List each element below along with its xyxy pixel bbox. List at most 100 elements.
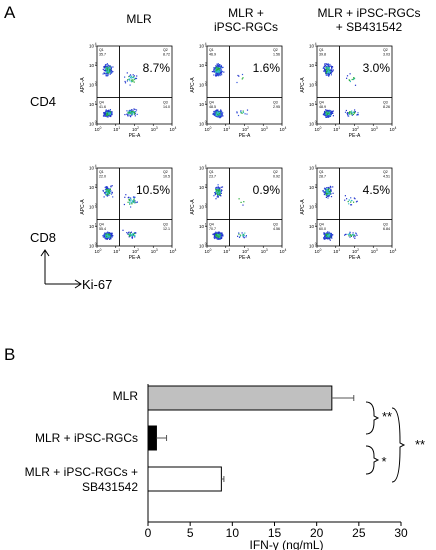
event-dot xyxy=(325,113,327,115)
event-dot xyxy=(325,113,327,115)
event-dot xyxy=(240,112,242,114)
event-dot xyxy=(131,109,133,111)
x-tick-label: 10 xyxy=(113,249,119,254)
event-dot xyxy=(220,237,222,240)
event-dot xyxy=(332,234,334,236)
event-dot xyxy=(215,231,217,233)
x-tick-label: 30 xyxy=(394,526,408,540)
event-dot xyxy=(325,115,327,117)
y-tick-label: 10 xyxy=(199,244,205,249)
event-dot xyxy=(220,189,222,191)
quadrant-value-q1: 35.7 xyxy=(99,53,106,57)
event-dot xyxy=(129,235,131,237)
event-dot xyxy=(129,74,132,76)
event-dot xyxy=(106,236,108,238)
event-dot xyxy=(131,79,133,81)
x-tick-label: 10 xyxy=(226,526,240,540)
y-tick-exponent: 4 xyxy=(95,164,97,168)
event-dot xyxy=(219,114,221,116)
event-dot xyxy=(219,236,221,238)
event-dot xyxy=(220,70,222,72)
event-dot xyxy=(218,112,220,114)
event-dot xyxy=(353,111,355,113)
event-dot xyxy=(130,116,132,118)
y-tick-label: 10 xyxy=(199,185,205,190)
event-dot xyxy=(216,193,219,195)
event-dot xyxy=(328,195,330,197)
x-tick-exponent: 2 xyxy=(137,248,139,252)
event-dot xyxy=(130,111,133,113)
event-dot xyxy=(323,232,325,234)
event-dot xyxy=(109,113,112,115)
event-dot xyxy=(127,201,129,203)
x-axis-name: PE-A xyxy=(239,255,251,261)
q2-percentage: 10.5% xyxy=(136,183,170,197)
event-dot xyxy=(330,113,332,115)
column-header-mlr: MLR xyxy=(126,12,152,26)
event-dot xyxy=(108,109,110,111)
y-tick-exponent: 4 xyxy=(205,164,207,168)
event-dot xyxy=(328,237,330,239)
event-dot xyxy=(215,109,218,111)
event-dot xyxy=(243,201,245,203)
event-dot xyxy=(329,235,331,237)
x-tick-exponent: 1 xyxy=(118,126,120,130)
event-dot xyxy=(217,114,219,116)
y-tick-label: 10 xyxy=(89,63,95,68)
event-dot xyxy=(220,66,222,68)
event-dot xyxy=(132,111,134,113)
event-dot xyxy=(212,113,214,115)
event-dot xyxy=(103,192,106,194)
event-dot xyxy=(219,234,221,236)
event-dot xyxy=(219,72,222,74)
event-dot xyxy=(221,74,223,76)
event-dot xyxy=(217,193,219,195)
event-dot xyxy=(131,237,133,239)
event-dot xyxy=(326,188,328,190)
event-dot xyxy=(325,69,327,71)
event-dot xyxy=(331,67,333,69)
event-dot xyxy=(134,108,136,111)
event-dot xyxy=(214,111,216,113)
arrow-label-cd8: CD8 xyxy=(30,230,57,245)
quadrant-value-q4: 41.6 xyxy=(99,105,106,109)
event-dot xyxy=(108,236,111,238)
event-dot xyxy=(131,112,133,114)
x-tick-exponent: 1 xyxy=(338,126,340,130)
event-dot xyxy=(105,109,107,111)
event-dot xyxy=(136,113,138,115)
event-dot xyxy=(345,233,347,236)
event-dot xyxy=(215,235,217,237)
x-tick-label: 10 xyxy=(94,127,100,132)
event-dot xyxy=(323,193,325,196)
event-dot xyxy=(350,111,352,113)
x-axis-label: IFN-γ (ng/mL) xyxy=(249,538,323,550)
event-dot xyxy=(105,71,107,73)
event-dot xyxy=(217,236,220,238)
event-dot xyxy=(325,196,327,198)
y-tick-exponent: 2 xyxy=(205,203,207,207)
x-tick-label: 10 xyxy=(279,127,285,132)
event-dot xyxy=(109,238,111,240)
event-dot xyxy=(108,194,110,196)
event-dot xyxy=(221,72,223,74)
event-dot xyxy=(215,75,218,77)
event-dot xyxy=(332,111,334,113)
event-dot xyxy=(344,234,346,236)
y-tick-label: 10 xyxy=(89,83,95,88)
y-tick-exponent: 4 xyxy=(205,42,207,46)
event-dot xyxy=(328,66,330,68)
event-dot xyxy=(326,233,328,235)
event-dot xyxy=(215,236,217,238)
y-tick-label: 10 xyxy=(89,205,95,210)
event-dot xyxy=(327,235,330,237)
event-dot xyxy=(134,78,136,80)
event-dot xyxy=(221,186,224,188)
event-dot xyxy=(108,65,110,67)
event-dot xyxy=(220,65,223,67)
event-dot xyxy=(351,234,353,236)
event-dot xyxy=(220,114,222,116)
event-dot xyxy=(102,73,104,75)
event-dot xyxy=(327,191,329,194)
